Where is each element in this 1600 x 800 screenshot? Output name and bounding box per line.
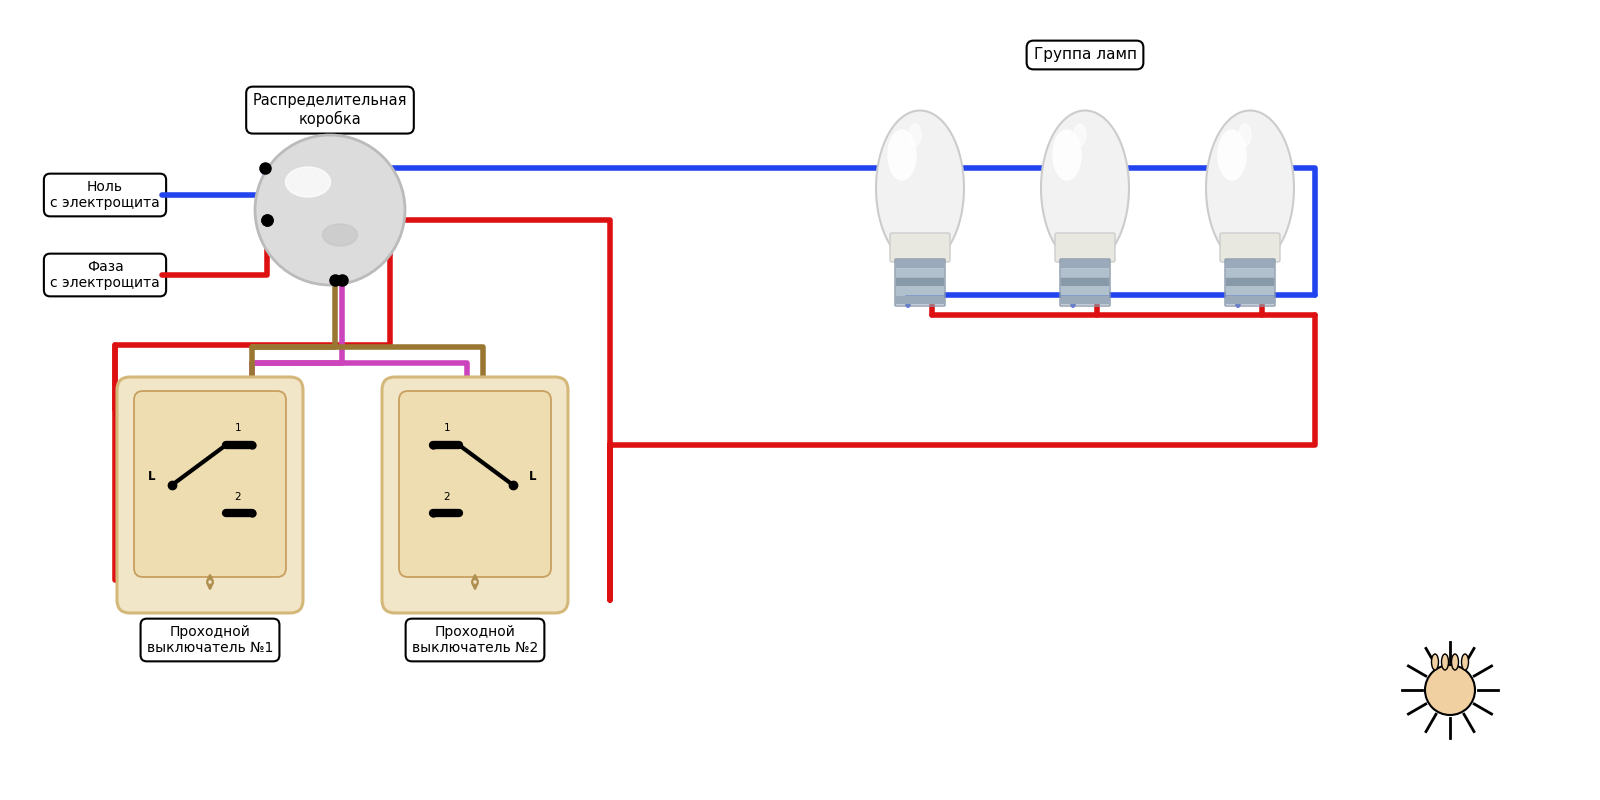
Ellipse shape — [888, 130, 915, 180]
Ellipse shape — [1053, 130, 1082, 180]
Text: Распределительная
коробка: Распределительная коробка — [253, 94, 408, 127]
Text: L: L — [149, 470, 155, 483]
Text: L: L — [530, 470, 536, 483]
FancyBboxPatch shape — [896, 278, 944, 286]
FancyBboxPatch shape — [398, 391, 550, 577]
FancyBboxPatch shape — [896, 259, 944, 269]
FancyBboxPatch shape — [117, 377, 302, 613]
Ellipse shape — [1206, 110, 1294, 266]
Text: 1: 1 — [443, 423, 450, 433]
FancyBboxPatch shape — [896, 269, 944, 278]
Ellipse shape — [1442, 654, 1448, 670]
Ellipse shape — [877, 110, 963, 266]
FancyBboxPatch shape — [1226, 286, 1275, 295]
Text: Проходной
выключатель №1: Проходной выключатель №1 — [147, 625, 274, 655]
Ellipse shape — [909, 124, 922, 146]
Ellipse shape — [1074, 124, 1086, 146]
FancyBboxPatch shape — [890, 233, 950, 262]
FancyBboxPatch shape — [1226, 278, 1275, 286]
Circle shape — [1426, 665, 1475, 715]
FancyBboxPatch shape — [134, 391, 286, 577]
Ellipse shape — [1042, 110, 1130, 266]
FancyBboxPatch shape — [1226, 259, 1275, 269]
FancyBboxPatch shape — [382, 377, 568, 613]
Ellipse shape — [323, 224, 357, 246]
FancyBboxPatch shape — [1226, 269, 1275, 278]
Text: Группа ламп: Группа ламп — [1034, 47, 1136, 62]
Text: 1: 1 — [235, 423, 242, 433]
Text: 2: 2 — [443, 492, 450, 502]
Text: Фаза
с электрощита: Фаза с электрощита — [50, 260, 160, 290]
FancyBboxPatch shape — [1061, 286, 1109, 295]
Ellipse shape — [1451, 654, 1459, 670]
FancyBboxPatch shape — [896, 286, 944, 295]
Ellipse shape — [1218, 130, 1246, 180]
Text: Проходной
выключатель №2: Проходной выключатель №2 — [411, 625, 538, 655]
FancyBboxPatch shape — [1221, 233, 1280, 262]
FancyBboxPatch shape — [1054, 233, 1115, 262]
Text: Ноль
с электрощита: Ноль с электрощита — [50, 180, 160, 210]
Circle shape — [254, 135, 405, 285]
Ellipse shape — [1238, 124, 1251, 146]
Text: 2: 2 — [235, 492, 242, 502]
FancyBboxPatch shape — [1226, 295, 1275, 305]
Ellipse shape — [1432, 654, 1438, 670]
FancyBboxPatch shape — [1061, 278, 1109, 286]
Ellipse shape — [1461, 654, 1469, 670]
FancyBboxPatch shape — [1061, 295, 1109, 305]
FancyBboxPatch shape — [1061, 259, 1109, 269]
FancyBboxPatch shape — [896, 295, 944, 305]
FancyBboxPatch shape — [1061, 269, 1109, 278]
Ellipse shape — [285, 167, 331, 197]
